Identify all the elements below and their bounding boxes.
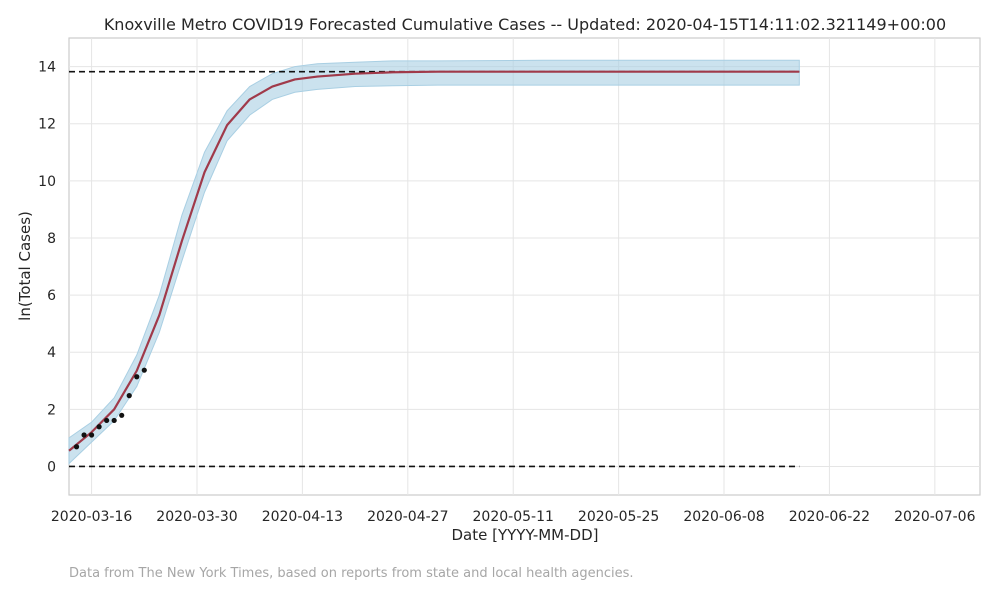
observed-point xyxy=(141,367,147,373)
observed-points xyxy=(73,367,147,450)
observed-point xyxy=(88,432,95,438)
x-tick-label: 2020-03-16 xyxy=(51,509,132,525)
y-tick-label: 0 xyxy=(47,459,56,475)
source-footnote: Data from The New York Times, based on r… xyxy=(69,566,634,581)
x-tick-label: 2020-06-08 xyxy=(683,509,764,525)
plot-area xyxy=(68,37,981,496)
observed-point xyxy=(111,417,117,424)
x-tick-label: 2020-05-11 xyxy=(473,509,554,525)
chart-title: Knoxville Metro COVID19 Forecasted Cumul… xyxy=(104,15,946,34)
y-tick-label: 14 xyxy=(38,60,56,76)
observed-point xyxy=(96,424,102,430)
x-tick-label: 2020-07-06 xyxy=(894,509,975,525)
forecast-line xyxy=(68,70,800,452)
y-axis-ticks: 0 2 4 6 8 10 12 14 xyxy=(38,60,56,476)
x-tick-label: 2020-03-30 xyxy=(156,509,237,525)
x-tick-label: 2020-05-25 xyxy=(578,509,659,525)
x-axis-ticks: 2020-03-16 2020-03-30 2020-04-13 2020-04-27… xyxy=(51,509,976,525)
observed-point xyxy=(73,444,80,450)
forecast-line-path xyxy=(68,70,800,452)
y-tick-label: 10 xyxy=(38,174,56,190)
x-tick-label: 2020-04-27 xyxy=(367,509,448,525)
observed-point xyxy=(126,393,132,399)
x-tick-label: 2020-04-13 xyxy=(262,509,343,525)
x-tick-label: 2020-06-22 xyxy=(789,509,870,525)
confidence-band xyxy=(68,59,800,465)
observed-point xyxy=(104,417,110,424)
y-axis-label: ln(Total Cases) xyxy=(16,211,34,321)
y-tick-label: 4 xyxy=(47,345,56,361)
observed-point xyxy=(134,374,140,380)
y-tick-label: 6 xyxy=(47,288,56,304)
y-tick-label: 12 xyxy=(38,117,56,133)
plot-background xyxy=(68,37,981,496)
y-tick-label: 2 xyxy=(47,402,56,418)
observed-point xyxy=(119,412,125,418)
x-axis-label: Date [YYYY-MM-DD] xyxy=(451,526,598,544)
confidence-band-area xyxy=(68,59,800,465)
observed-point xyxy=(81,432,87,438)
y-tick-label: 8 xyxy=(47,231,56,247)
